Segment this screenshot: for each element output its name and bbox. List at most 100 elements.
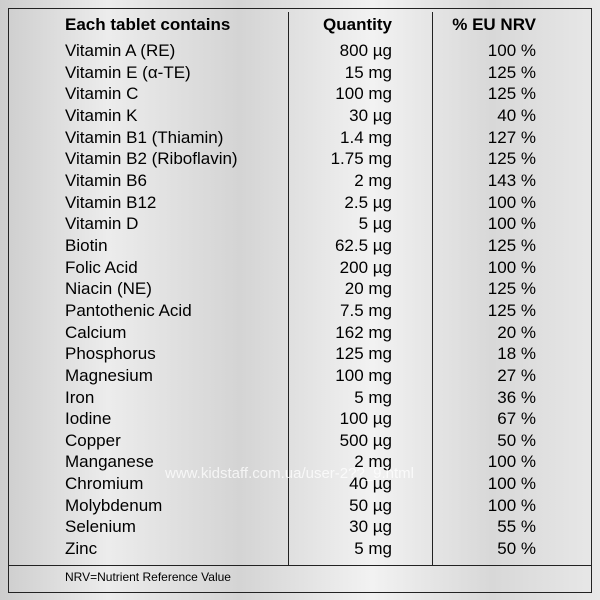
column-divider (432, 12, 433, 565)
nutrient-name: Vitamin C (65, 84, 139, 104)
nutrient-quantity: 2 mg (354, 452, 392, 472)
watermark: www.kidstaff.com.ua/user-2??_9.html (165, 465, 415, 482)
table-row: Biotin 62.5 µg 125 % (9, 235, 591, 257)
nutrient-quantity: 125 mg (335, 344, 392, 364)
nutrient-nrv: 100 % (487, 495, 536, 515)
nutrient-name: Calcium (65, 322, 127, 342)
nutrient-nrv: 36 % (497, 387, 536, 407)
nutrient-name: Vitamin D (65, 214, 139, 234)
nutrient-quantity: 15 mg (344, 62, 392, 82)
table-row: Phosphorus 125 mg 18 % (9, 343, 591, 365)
nutrient-name: Zinc (65, 539, 98, 559)
nutrient-name: Vitamin B1 (Thiamin) (65, 127, 224, 147)
nutrient-quantity: 100 mg (335, 365, 392, 385)
nutrient-nrv: 100 % (487, 452, 536, 472)
nutrient-name: Selenium (65, 517, 136, 537)
nutrient-quantity: 2 mg (354, 170, 392, 190)
nutrient-quantity: 5 µg (358, 214, 392, 234)
table-row: Iron 5 mg 36 % (9, 387, 591, 409)
table-body: Vitamin A (RE) 800 µg 100 % Vitamin E (α-TE… (9, 40, 591, 560)
table-header: Each tablet contains Quantity % EU NRV (9, 15, 591, 37)
nutrient-nrv: 125 % (487, 149, 536, 169)
nutrient-name: Copper (65, 430, 121, 450)
nutrient-name: Folic Acid (65, 257, 138, 277)
table-row: Vitamin D 5 µg 100 % (9, 213, 591, 235)
nutrient-quantity: 200 µg (339, 257, 392, 277)
header-quantity: Quantity (323, 15, 392, 34)
nutrient-quantity: 1.75 mg (330, 149, 392, 169)
nutrient-nrv: 125 % (487, 279, 536, 299)
nutrient-name: Vitamin K (65, 105, 138, 125)
nutrient-nrv: 20 % (497, 322, 536, 342)
table-row: Vitamin B6 2 mg 143 % (9, 170, 591, 192)
nutrient-quantity: 20 mg (344, 279, 392, 299)
nutrient-name: Iron (65, 387, 95, 407)
table-row: Vitamin E (α-TE) 15 mg 125 % (9, 62, 591, 84)
nutrient-nrv: 100 % (487, 474, 536, 494)
nutrient-nrv: 40 % (497, 105, 536, 125)
nutrient-name: Biotin (65, 235, 108, 255)
nutrient-quantity: 100 mg (335, 84, 392, 104)
nutrient-name: Manganese (65, 452, 154, 472)
nutrient-name: Vitamin A (RE) (65, 41, 176, 60)
nutrient-quantity: 30 µg (349, 105, 392, 125)
table-row: Folic Acid 200 µg 100 % (9, 257, 591, 279)
table-row: Calcium 162 mg 20 % (9, 322, 591, 344)
nutrient-name: Vitamin B6 (65, 170, 147, 190)
table-row: Pantothenic Acid 7.5 mg 125 % (9, 300, 591, 322)
table-row: Selenium 30 µg 55 % (9, 516, 591, 538)
nutrient-quantity: 30 µg (349, 517, 392, 537)
table-row: Zinc 5 mg 50 % (9, 538, 591, 560)
nutrient-nrv: 100 % (487, 41, 536, 60)
nutrient-nrv: 125 % (487, 84, 536, 104)
table-row: Vitamin C 100 mg 125 % (9, 83, 591, 105)
nutrient-name: Iodine (65, 409, 112, 429)
footer-divider (9, 565, 591, 566)
nutrient-name: Molybdenum (65, 495, 163, 515)
nutrient-quantity: 50 µg (349, 495, 392, 515)
nutrient-nrv: 18 % (497, 344, 536, 364)
nutrient-name: Vitamin E (α-TE) (65, 62, 191, 82)
table-row: Vitamin B2 (Riboflavin) 1.75 mg 125 % (9, 148, 591, 170)
nutrient-nrv: 50 % (497, 539, 536, 559)
column-divider (288, 12, 289, 565)
nutrient-nrv: 125 % (487, 235, 536, 255)
nutrient-nrv: 100 % (487, 192, 536, 212)
nutrient-nrv: 27 % (497, 365, 536, 385)
header-nrv: % EU NRV (452, 15, 536, 34)
table-row: Molybdenum 50 µg 100 % (9, 495, 591, 517)
table-row: Vitamin B12 2.5 µg 100 % (9, 192, 591, 214)
nutrient-nrv: 55 % (497, 517, 536, 537)
nutrient-name: Chromium (65, 474, 144, 494)
nutrient-quantity: 5 mg (354, 539, 392, 559)
nutrient-quantity: 100 µg (339, 409, 392, 429)
nutrient-quantity: 500 µg (339, 430, 392, 450)
nutrient-nrv: 125 % (487, 62, 536, 82)
table-row: Manganese 2 mg 100 % (9, 451, 591, 473)
table-row: Magnesium 100 mg 27 % (9, 365, 591, 387)
nutrient-quantity: 7.5 mg (340, 300, 392, 320)
nutrient-quantity: 162 mg (335, 322, 392, 342)
nutrient-name: Magnesium (65, 365, 153, 385)
nutrient-name: Vitamin B2 (Riboflavin) (65, 149, 238, 169)
nutrient-quantity: 40 µg (349, 474, 392, 494)
footnote: NRV=Nutrient Reference Value (65, 570, 231, 584)
nutrient-quantity: 5 mg (354, 387, 392, 407)
nutrition-table: Each tablet contains Quantity % EU NRV V… (8, 8, 592, 593)
nutrient-nrv: 143 % (487, 170, 536, 190)
nutrient-name: Phosphorus (65, 344, 156, 364)
header-name: Each tablet contains (65, 15, 231, 34)
table-row: Chromium 40 µg 100 % (9, 473, 591, 495)
table-row: Vitamin B1 (Thiamin) 1.4 mg 127 % (9, 127, 591, 149)
nutrient-quantity: 800 µg (339, 41, 392, 60)
nutrient-nrv: 67 % (497, 409, 536, 429)
nutrient-quantity: 62.5 µg (334, 235, 392, 255)
table-row: Copper 500 µg 50 % (9, 430, 591, 452)
table-row: Iodine 100 µg 67 % (9, 408, 591, 430)
nutrient-name: Pantothenic Acid (65, 300, 192, 320)
nutrient-nrv: 50 % (497, 430, 536, 450)
nutrient-nrv: 125 % (487, 300, 536, 320)
nutrient-name: Niacin (NE) (65, 279, 152, 299)
table-row: Vitamin K 30 µg 40 % (9, 105, 591, 127)
nutrient-name: Vitamin B12 (65, 192, 157, 212)
